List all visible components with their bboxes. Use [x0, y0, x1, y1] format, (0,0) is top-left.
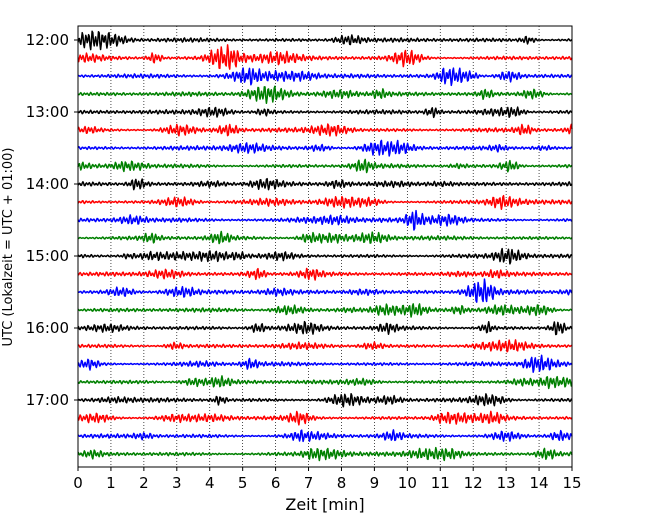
x-tick-label: 14	[530, 474, 549, 492]
seismic-trace	[77, 278, 573, 303]
y-tick-label: 13:00	[26, 103, 69, 121]
seismic-trace	[77, 392, 573, 408]
seismic-trace	[77, 67, 573, 87]
y-tick-label: 12:00	[26, 31, 69, 49]
y-tick-label: 16:00	[26, 319, 69, 337]
seismic-trace	[77, 158, 573, 174]
seismic-trace	[77, 209, 573, 231]
seismic-trace	[77, 303, 573, 318]
seismic-trace	[77, 320, 573, 336]
x-tick-label: 5	[238, 474, 248, 492]
seismic-trace	[77, 446, 573, 462]
seismic-trace	[77, 375, 573, 390]
seismic-trace	[77, 230, 573, 245]
x-tick-label: 2	[139, 474, 149, 492]
x-tick-label: 1	[106, 474, 116, 492]
seismic-trace	[77, 410, 573, 426]
x-tick-label: 13	[497, 474, 516, 492]
x-tick-label: 6	[271, 474, 281, 492]
seismic-trace	[77, 354, 573, 373]
y-axis-label: UTC (Lokalzeit = UTC + 01:00)	[1, 148, 16, 347]
seismic-trace	[77, 106, 573, 119]
y-axis: 12:00 13:00 14:00 15:00 16:00 17:00	[26, 31, 78, 409]
x-tick-label: 7	[304, 474, 314, 492]
seismic-trace	[77, 30, 573, 51]
x-tick-label: 8	[337, 474, 347, 492]
x-axis-label: Zeit [min]	[285, 495, 364, 514]
y-tick-label: 15:00	[26, 247, 69, 265]
seismic-trace	[77, 85, 573, 105]
seismic-trace	[77, 339, 573, 353]
x-tick-label: 10	[398, 474, 417, 492]
x-tick-label: 11	[431, 474, 450, 492]
seismic-trace	[77, 194, 573, 211]
y-tick-label: 14:00	[26, 175, 69, 193]
traces-layer	[77, 30, 573, 462]
y-tick-label: 17:00	[26, 391, 69, 409]
seismic-trace	[77, 429, 573, 443]
plot-background	[78, 26, 572, 467]
x-tick-label: 3	[172, 474, 182, 492]
x-tick-label: 15	[562, 474, 581, 492]
seismic-trace	[77, 44, 573, 70]
x-tick-label: 0	[73, 474, 83, 492]
x-tick-label: 12	[464, 474, 483, 492]
x-tick-label: 4	[205, 474, 215, 492]
x-tick-label: 9	[370, 474, 380, 492]
seismic-trace	[77, 123, 573, 137]
seismic-trace	[77, 247, 573, 265]
seismic-trace	[77, 267, 573, 281]
seismic-trace	[77, 139, 573, 157]
seismic-trace	[77, 177, 573, 191]
plot-frame	[77, 25, 573, 468]
x-axis: 0 1 2 3 4 5 6 7 8 9 10 11 12 13 14 15	[73, 467, 582, 492]
